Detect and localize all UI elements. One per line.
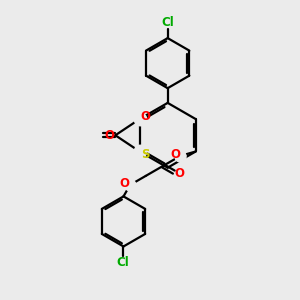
Text: O: O bbox=[120, 177, 130, 190]
Text: O: O bbox=[175, 167, 185, 180]
Text: S: S bbox=[141, 148, 149, 161]
Text: Cl: Cl bbox=[116, 256, 129, 269]
Text: O: O bbox=[140, 110, 150, 123]
Text: Cl: Cl bbox=[161, 16, 174, 29]
Text: O: O bbox=[171, 148, 181, 161]
Text: O: O bbox=[104, 129, 114, 142]
